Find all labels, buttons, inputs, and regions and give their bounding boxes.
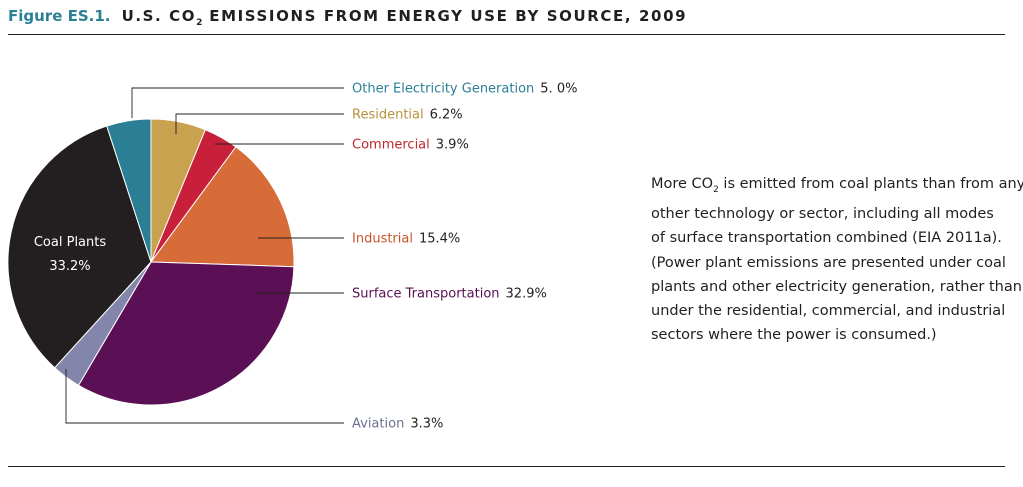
slice-label-coal-plants: Coal Plants <box>34 235 106 250</box>
slice-label-residential: Residential 6.2% <box>352 108 463 123</box>
slice-labels: Residential 6.2% Commercial 3.9% Industrial 1… <box>34 82 578 432</box>
figure-number: Figure ES.1. <box>8 7 111 25</box>
title-prefix: U.S. CO <box>121 7 197 25</box>
note-line: plants and other electricity generation,… <box>651 278 1022 295</box>
figure-header: Figure ES.1. U.S. CO2 EMISSIONS FROM ENE… <box>8 6 687 28</box>
slice-label-industrial: Industrial 15.4% <box>352 232 460 247</box>
chart-note: More CO2 is emitted from coal plants tha… <box>651 172 1023 347</box>
title-subscript: 2 <box>196 18 203 28</box>
leader-line-aviation <box>65 369 344 424</box>
bottom-rule <box>8 466 1005 467</box>
pie-slice-surface-transportation <box>77 261 295 406</box>
title-suffix: EMISSIONS FROM ENERGY USE BY SOURCE, 200… <box>202 7 688 25</box>
leader-lines <box>65 87 344 424</box>
figure-title: U.S. CO2 EMISSIONS FROM ENERGY USE BY SO… <box>121 7 688 28</box>
pie-chart: Residential 6.2% Commercial 3.9% Industrial 1… <box>7 82 578 432</box>
note-line: other technology or sector, including al… <box>651 206 994 223</box>
leader-line-other-electricity-generation <box>131 87 344 118</box>
note-line: (Power plant emissions are presented und… <box>651 254 1006 271</box>
note-line: More CO2 is emitted from coal plants tha… <box>651 176 1023 195</box>
note-line: of surface transportation combined (EIA … <box>651 230 1002 247</box>
slice-label-commercial: Commercial 3.9% <box>352 138 469 153</box>
slice-label-other-electricity-generation: Other Electricity Generation 5. 0% <box>352 82 577 97</box>
note-line: under the residential, commercial, and i… <box>651 303 1006 320</box>
leader-line-residential <box>175 113 344 134</box>
pie-slices <box>7 118 295 406</box>
slice-label-surface-transportation: Surface Transportation 32.9% <box>352 287 547 302</box>
pie-slice-industrial <box>150 146 295 268</box>
slice-label-aviation: Aviation 3.3% <box>352 417 443 432</box>
pie-slice-coal-plants <box>7 125 152 369</box>
note-line: sectors where the power is consumed.) <box>651 327 937 344</box>
top-rule <box>8 34 1005 35</box>
slice-value-coal-plants: 33.2% <box>49 259 90 274</box>
pie-slice-other-electricity-generation <box>106 118 152 263</box>
